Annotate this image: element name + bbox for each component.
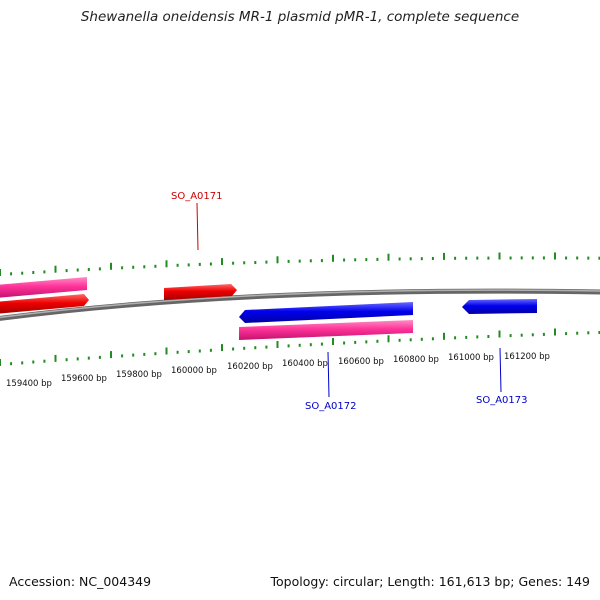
topology-summary: Topology: circular; Length: 161,613 bp; … <box>270 574 591 589</box>
gene-feature-so-a0172[interactable] <box>239 302 413 323</box>
tick-label: 159400 bp <box>6 379 52 389</box>
gene-feature-pink[interactable] <box>239 320 413 340</box>
label-leader-line <box>196 202 199 251</box>
inner-ticks <box>0 328 600 366</box>
tick-label: 159800 bp <box>116 370 162 380</box>
map-title: Shewanella oneidensis MR-1 plasmid pMR-1… <box>80 9 520 25</box>
gene-feature-so-a0173[interactable] <box>462 299 537 314</box>
label-leader-line <box>499 347 502 393</box>
gene-label-so-a0172[interactable]: SO_A0172 <box>305 401 357 412</box>
backbone <box>0 288 600 321</box>
tick-label: 160400 bp <box>282 359 328 369</box>
tick-label: 160000 bp <box>171 366 217 376</box>
gene-label-so-a0171[interactable]: SO_A0171 <box>171 191 223 202</box>
tick-labels: 159400 bp 159600 bp 159800 bp 160000 bp … <box>6 352 550 389</box>
backbone-highlight <box>0 289 600 319</box>
accession-text: Accession: NC_004349 <box>9 574 152 589</box>
label-leader-line <box>327 351 330 398</box>
tick-label: 160600 bp <box>338 357 384 367</box>
gene-label-so-a0173[interactable]: SO_A0173 <box>476 395 528 406</box>
tick-label: 160800 bp <box>393 355 439 365</box>
gene-labels: SO_A0171 SO_A0172 SO_A0173 <box>171 191 528 412</box>
outer-ticks <box>0 252 600 276</box>
gene-feature-so-a0171[interactable] <box>164 284 237 300</box>
gene-feature-red[interactable] <box>0 294 89 314</box>
gene-feature-pink[interactable] <box>0 277 87 298</box>
tick-label: 161000 bp <box>448 353 494 363</box>
tick-label: 160200 bp <box>227 362 273 372</box>
tick-label: 159600 bp <box>61 374 107 384</box>
tick-label: 161200 bp <box>504 352 550 362</box>
gene-features <box>0 277 537 340</box>
